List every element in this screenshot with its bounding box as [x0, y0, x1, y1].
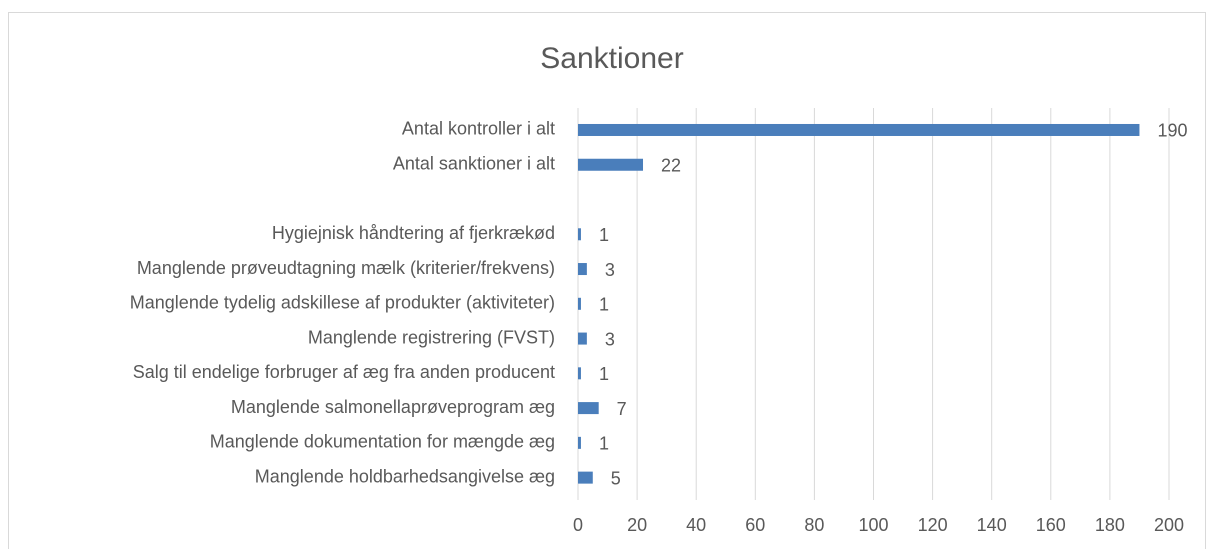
y-tick-label: Manglende holdbarhedsangivelse æg — [255, 466, 555, 486]
value-label: 3 — [605, 260, 615, 280]
x-tick-label: 40 — [686, 515, 706, 535]
x-tick-label: 60 — [745, 515, 765, 535]
value-label: 5 — [611, 468, 621, 488]
value-label: 7 — [617, 399, 627, 419]
value-label: 22 — [661, 155, 681, 175]
chart-frame — [8, 12, 1206, 549]
x-tick-label: 140 — [977, 515, 1007, 535]
bar — [578, 297, 581, 310]
x-tick-label: 0 — [573, 515, 583, 535]
bar — [578, 228, 581, 241]
bar — [578, 402, 599, 415]
value-label: 3 — [605, 329, 615, 349]
bar — [578, 158, 644, 171]
x-tick-label: 20 — [627, 515, 647, 535]
value-label: 1 — [599, 364, 609, 384]
y-tick-label: Salg til endelige forbruger af æg fra an… — [133, 362, 555, 382]
x-tick-label: 200 — [1154, 515, 1184, 535]
value-label: 1 — [599, 225, 609, 245]
bar — [578, 123, 1140, 136]
x-tick-label: 80 — [804, 515, 824, 535]
x-tick-label: 100 — [858, 515, 888, 535]
value-label: 1 — [599, 434, 609, 454]
value-label: 1 — [599, 295, 609, 315]
y-tick-label: Antal kontroller i alt — [402, 119, 555, 139]
bar — [578, 332, 587, 345]
bar — [578, 367, 581, 380]
y-tick-label: Manglende prøveudtagning mælk (kriterier… — [137, 258, 555, 278]
bar — [578, 436, 581, 449]
y-tick-label: Antal sanktioner i alt — [393, 153, 555, 173]
y-tick-label: Hygiejnisk håndtering af fjerkrækød — [272, 223, 555, 243]
y-tick-label: Manglende salmonellaprøveprogram æg — [231, 397, 555, 417]
y-tick-label: Manglende tydelig adskillese af produkte… — [130, 293, 555, 313]
y-tick-label: Manglende registrering (FVST) — [308, 327, 555, 347]
x-tick-label: 120 — [918, 515, 948, 535]
bar — [578, 471, 593, 484]
bar — [578, 263, 587, 276]
x-tick-label: 180 — [1095, 515, 1125, 535]
chart-title: Sanktioner — [540, 42, 683, 75]
value-label: 190 — [1157, 121, 1187, 141]
y-tick-label: Manglende dokumentation for mængde æg — [210, 432, 555, 452]
x-tick-label: 160 — [1036, 515, 1066, 535]
